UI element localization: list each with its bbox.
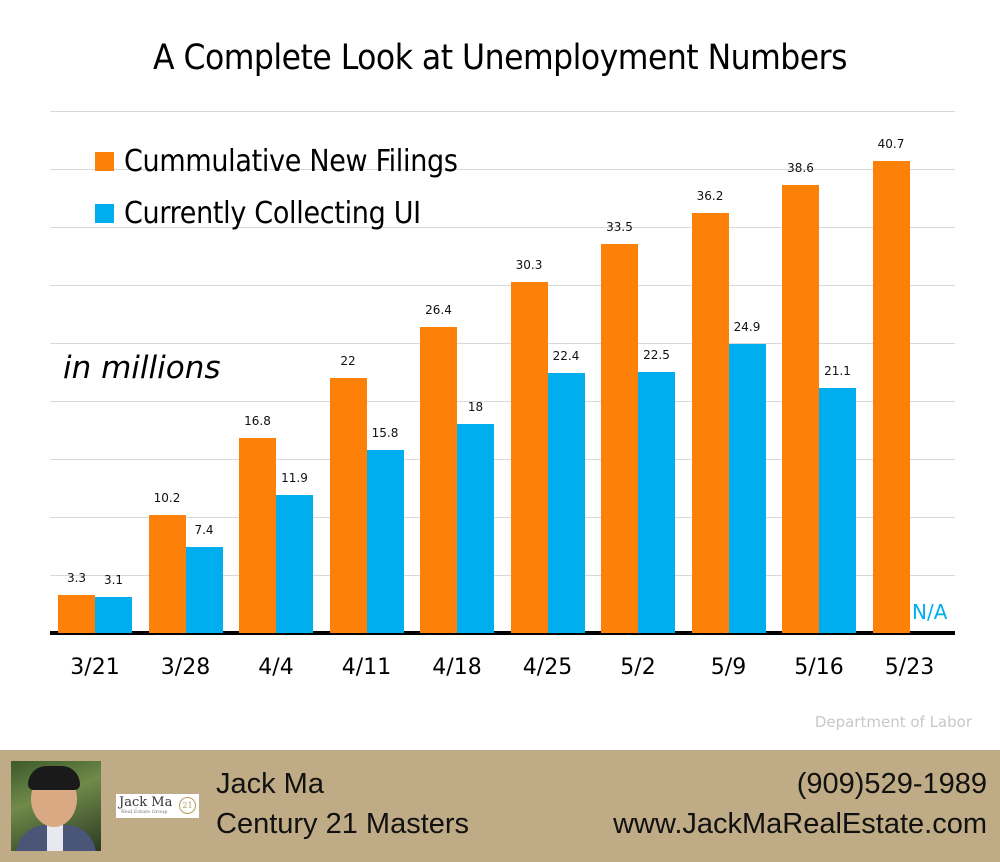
data-label: 38.6 bbox=[787, 161, 814, 176]
x-tick-label: 4/11 bbox=[341, 655, 392, 680]
legend-label: Currently Collecting UI bbox=[124, 195, 421, 231]
data-label: 7.4 bbox=[194, 523, 214, 538]
x-tick-label: 4/25 bbox=[522, 655, 573, 680]
data-label: 3.1 bbox=[103, 573, 124, 588]
agent-phone: (909)529-1989 bbox=[796, 768, 987, 800]
x-tick-label: 5/23 bbox=[884, 655, 935, 680]
chart-title: A Complete Look at Unemployment Numbers bbox=[152, 38, 848, 78]
gridline bbox=[50, 401, 955, 402]
gridline bbox=[50, 575, 955, 576]
bar-new-filings bbox=[239, 438, 276, 633]
data-label: 22.5 bbox=[643, 348, 670, 362]
bar-collecting-ui bbox=[276, 494, 313, 633]
data-label: 22.4 bbox=[552, 349, 580, 364]
gridline bbox=[50, 517, 955, 518]
data-label: 22 bbox=[340, 353, 356, 368]
data-label: 33.5 bbox=[606, 220, 633, 235]
data-label: 3.3 bbox=[66, 570, 87, 585]
gridline bbox=[50, 227, 955, 228]
logo-subtitle: Real Estate Group bbox=[121, 809, 168, 815]
x-tick-label: 5/9 bbox=[710, 655, 747, 680]
data-label: 15.8 bbox=[371, 425, 399, 440]
logo-name: Jack Ma bbox=[119, 795, 173, 810]
x-tick-label: 5/16 bbox=[794, 655, 844, 680]
gridline bbox=[50, 343, 955, 344]
data-label: 40.7 bbox=[877, 136, 905, 151]
legend-item-new-filings: Cummulative New Filings bbox=[95, 135, 458, 187]
x-axis-line bbox=[50, 631, 955, 635]
x-tick-label: 3/28 bbox=[160, 655, 211, 680]
bar-new-filings bbox=[58, 594, 95, 633]
bar-collecting-ui bbox=[819, 388, 856, 633]
data-label: 10.2 bbox=[153, 490, 181, 505]
bar-collecting-ui bbox=[95, 597, 132, 633]
data-label: 18 bbox=[467, 400, 484, 415]
agent-photo bbox=[11, 761, 101, 851]
data-label: 16.8 bbox=[244, 414, 271, 429]
data-label: 36.2 bbox=[696, 189, 724, 204]
legend: Cummulative New Filings Currently Collec… bbox=[95, 135, 458, 239]
bar-collecting-ui bbox=[366, 449, 404, 633]
data-label: 26.4 bbox=[425, 302, 452, 317]
data-label: 21.1 bbox=[824, 364, 851, 379]
photo-shirt bbox=[47, 825, 63, 851]
bar-new-filings bbox=[872, 160, 910, 633]
plot-area bbox=[50, 111, 955, 633]
bar-new-filings bbox=[148, 514, 186, 633]
agent-name: Jack Ma bbox=[216, 768, 324, 800]
data-label: 24.9 bbox=[733, 320, 761, 335]
bar-collecting-ui bbox=[185, 547, 223, 633]
legend-swatch-blue bbox=[95, 203, 114, 223]
bar-new-filings bbox=[601, 244, 638, 633]
gridline bbox=[50, 459, 955, 460]
gridline bbox=[50, 111, 955, 112]
na-annotation: N/A bbox=[912, 600, 948, 624]
legend-item-collecting-ui: Currently Collecting UI bbox=[95, 187, 458, 239]
agent-company: Century 21 Masters bbox=[216, 808, 470, 840]
bar-new-filings bbox=[691, 213, 729, 633]
bar-collecting-ui bbox=[728, 344, 766, 633]
source-credit: Department of Labor bbox=[814, 713, 972, 731]
bar-new-filings bbox=[510, 281, 548, 633]
bar-collecting-ui bbox=[638, 372, 675, 633]
bar-new-filings bbox=[420, 326, 457, 633]
bar-collecting-ui bbox=[457, 424, 494, 633]
units-annotation: in millions bbox=[63, 350, 221, 386]
x-tick-label: 4/4 bbox=[258, 655, 294, 680]
legend-swatch-orange bbox=[95, 151, 114, 171]
brand-logo: Jack Ma Real Estate Group 21 bbox=[116, 794, 199, 818]
gridline bbox=[50, 169, 955, 170]
x-tick-label: 5/2 bbox=[620, 655, 656, 680]
legend-label: Cummulative New Filings bbox=[124, 143, 458, 179]
x-tick-label: 3/21 bbox=[70, 655, 120, 680]
century21-badge-icon: 21 bbox=[179, 797, 196, 814]
agent-website: www.JackMaRealEstate.com bbox=[613, 808, 987, 840]
photo-hair bbox=[28, 766, 80, 790]
gridline bbox=[50, 285, 955, 286]
x-tick-label: 4/18 bbox=[432, 655, 482, 680]
data-label: 30.3 bbox=[515, 257, 543, 272]
bar-new-filings bbox=[329, 377, 367, 633]
bar-new-filings bbox=[782, 185, 819, 633]
data-label: 11.9 bbox=[281, 470, 308, 485]
bar-collecting-ui bbox=[547, 373, 585, 633]
